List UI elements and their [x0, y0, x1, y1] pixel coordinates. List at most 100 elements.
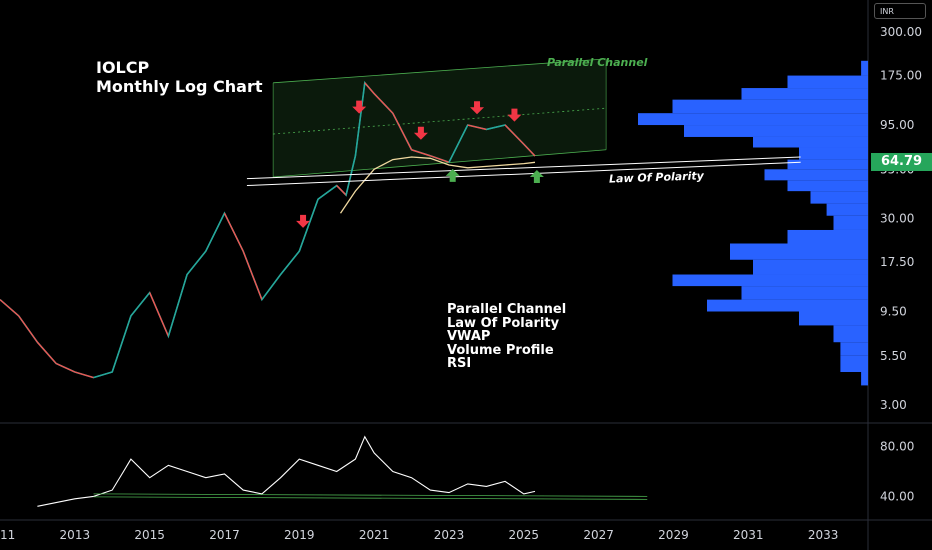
price-segment	[186, 250, 207, 275]
volume-profile-bar	[840, 355, 868, 373]
volume-profile-bar	[833, 325, 868, 343]
volume-profile-bar	[730, 243, 868, 260]
arrow-down-icon	[470, 101, 485, 115]
arrow-down-icon	[413, 126, 428, 140]
price-segment	[223, 212, 244, 252]
price-series	[0, 80, 536, 379]
volume-profile-bar	[707, 299, 868, 312]
arrow-down-icon	[507, 108, 522, 122]
volume-profile-bar	[741, 286, 868, 300]
price-segment	[486, 124, 506, 131]
time-tick-label: 2015	[134, 528, 165, 542]
price-tick-label: 5.50	[880, 349, 907, 363]
channel-lower-line	[273, 149, 607, 178]
price-segment	[373, 93, 394, 114]
channel-mid-line	[273, 107, 607, 135]
time-tick-label: 2027	[583, 528, 614, 542]
time-tick-label: 2013	[60, 528, 91, 542]
price-tick-label: 175.00	[880, 69, 922, 83]
note-item: Parallel Channel	[447, 302, 567, 317]
note-item: Volume Profile	[447, 342, 554, 358]
price-segment	[430, 155, 450, 163]
rsi-line	[37, 435, 536, 507]
price-segment	[205, 212, 226, 252]
channel-label: Parallel Channel	[547, 56, 648, 69]
vwap-line	[339, 156, 536, 214]
price-tick-label: 95.00	[880, 118, 914, 132]
currency-selector[interactable]: INR	[874, 3, 926, 19]
price-segment	[467, 124, 487, 131]
price-tick-label: 300.00	[880, 25, 922, 39]
rsi-pane	[37, 435, 648, 507]
price-segment	[280, 250, 300, 275]
price-tick-label: 17.50	[880, 255, 914, 269]
volume-profile-bar	[672, 99, 868, 114]
volume-profile-bar	[638, 113, 868, 126]
volume-profile-bar	[741, 88, 868, 100]
volume-profile-bar	[787, 75, 868, 89]
price-segment	[261, 274, 282, 301]
time-tick-label: 2021	[359, 528, 390, 542]
volume-profile-bar	[787, 180, 868, 192]
price-segment	[55, 362, 76, 373]
price-tick-label: 30.00	[880, 211, 914, 225]
time-tick-label: 2019	[284, 528, 315, 542]
volume-profile-bar	[861, 372, 868, 386]
price-segment	[18, 315, 38, 343]
axis-ticks: 300.00175.0095.0055.0030.0017.509.505.50…	[0, 25, 922, 542]
price-segment	[448, 124, 469, 163]
rsi-tick-label: 80.00	[880, 440, 914, 454]
price-tick-label: 3.00	[880, 398, 907, 412]
chart-title: IOLCP Monthly Log Chart	[96, 58, 263, 96]
price-segment	[167, 274, 188, 337]
volume-profile	[638, 60, 868, 386]
chart-subtitle: Monthly Log Chart	[96, 77, 263, 96]
price-segment	[317, 184, 338, 200]
price-segment	[36, 341, 57, 364]
price-segment	[364, 82, 375, 95]
volume-profile-bar	[672, 274, 868, 287]
chart-overlays	[246, 100, 801, 228]
volume-profile-bar	[787, 159, 868, 170]
price-segment	[298, 199, 319, 252]
rsi-support-line	[93, 493, 648, 497]
volume-profile-bar	[684, 125, 868, 137]
price-segment	[130, 292, 151, 317]
price-segment	[336, 185, 347, 196]
price-segment	[93, 371, 113, 379]
last-price-tag: 64.79	[871, 153, 932, 171]
volume-profile-bar	[861, 60, 868, 76]
volume-profile-bar	[810, 191, 868, 204]
rsi-tick-label: 40.00	[880, 489, 914, 503]
arrow-up-icon	[445, 168, 460, 182]
channel-upper-line	[273, 58, 607, 84]
volume-profile-bar	[840, 342, 868, 356]
price-segment	[354, 82, 366, 156]
price-segment	[392, 112, 413, 151]
price-segment	[411, 149, 431, 157]
price-segment	[242, 250, 263, 300]
note-item: VWAP	[447, 329, 491, 344]
arrow-up-icon	[529, 170, 544, 184]
time-tick-label: 2011	[0, 528, 15, 542]
price-segment	[504, 124, 525, 145]
price-segment	[111, 315, 132, 373]
price-tick-label: 9.50	[880, 304, 907, 318]
polarity-line	[246, 161, 801, 187]
rsi-support-line	[93, 496, 648, 500]
symbol-name: IOLCP	[96, 58, 150, 77]
polarity-line	[246, 156, 801, 180]
price-segment	[345, 155, 357, 196]
volume-profile-bar	[764, 169, 868, 181]
arrow-down-icon	[352, 100, 367, 114]
volume-profile-bar	[753, 136, 868, 148]
time-tick-label: 2023	[434, 528, 465, 542]
note-item: Law Of Polarity	[447, 315, 560, 331]
time-tick-label: 2017	[209, 528, 240, 542]
time-tick-label: 2031	[733, 528, 764, 542]
price-segment	[523, 143, 536, 157]
volume-profile-bar	[799, 311, 868, 326]
price-segment	[0, 299, 20, 317]
time-tick-label: 2025	[509, 528, 540, 542]
